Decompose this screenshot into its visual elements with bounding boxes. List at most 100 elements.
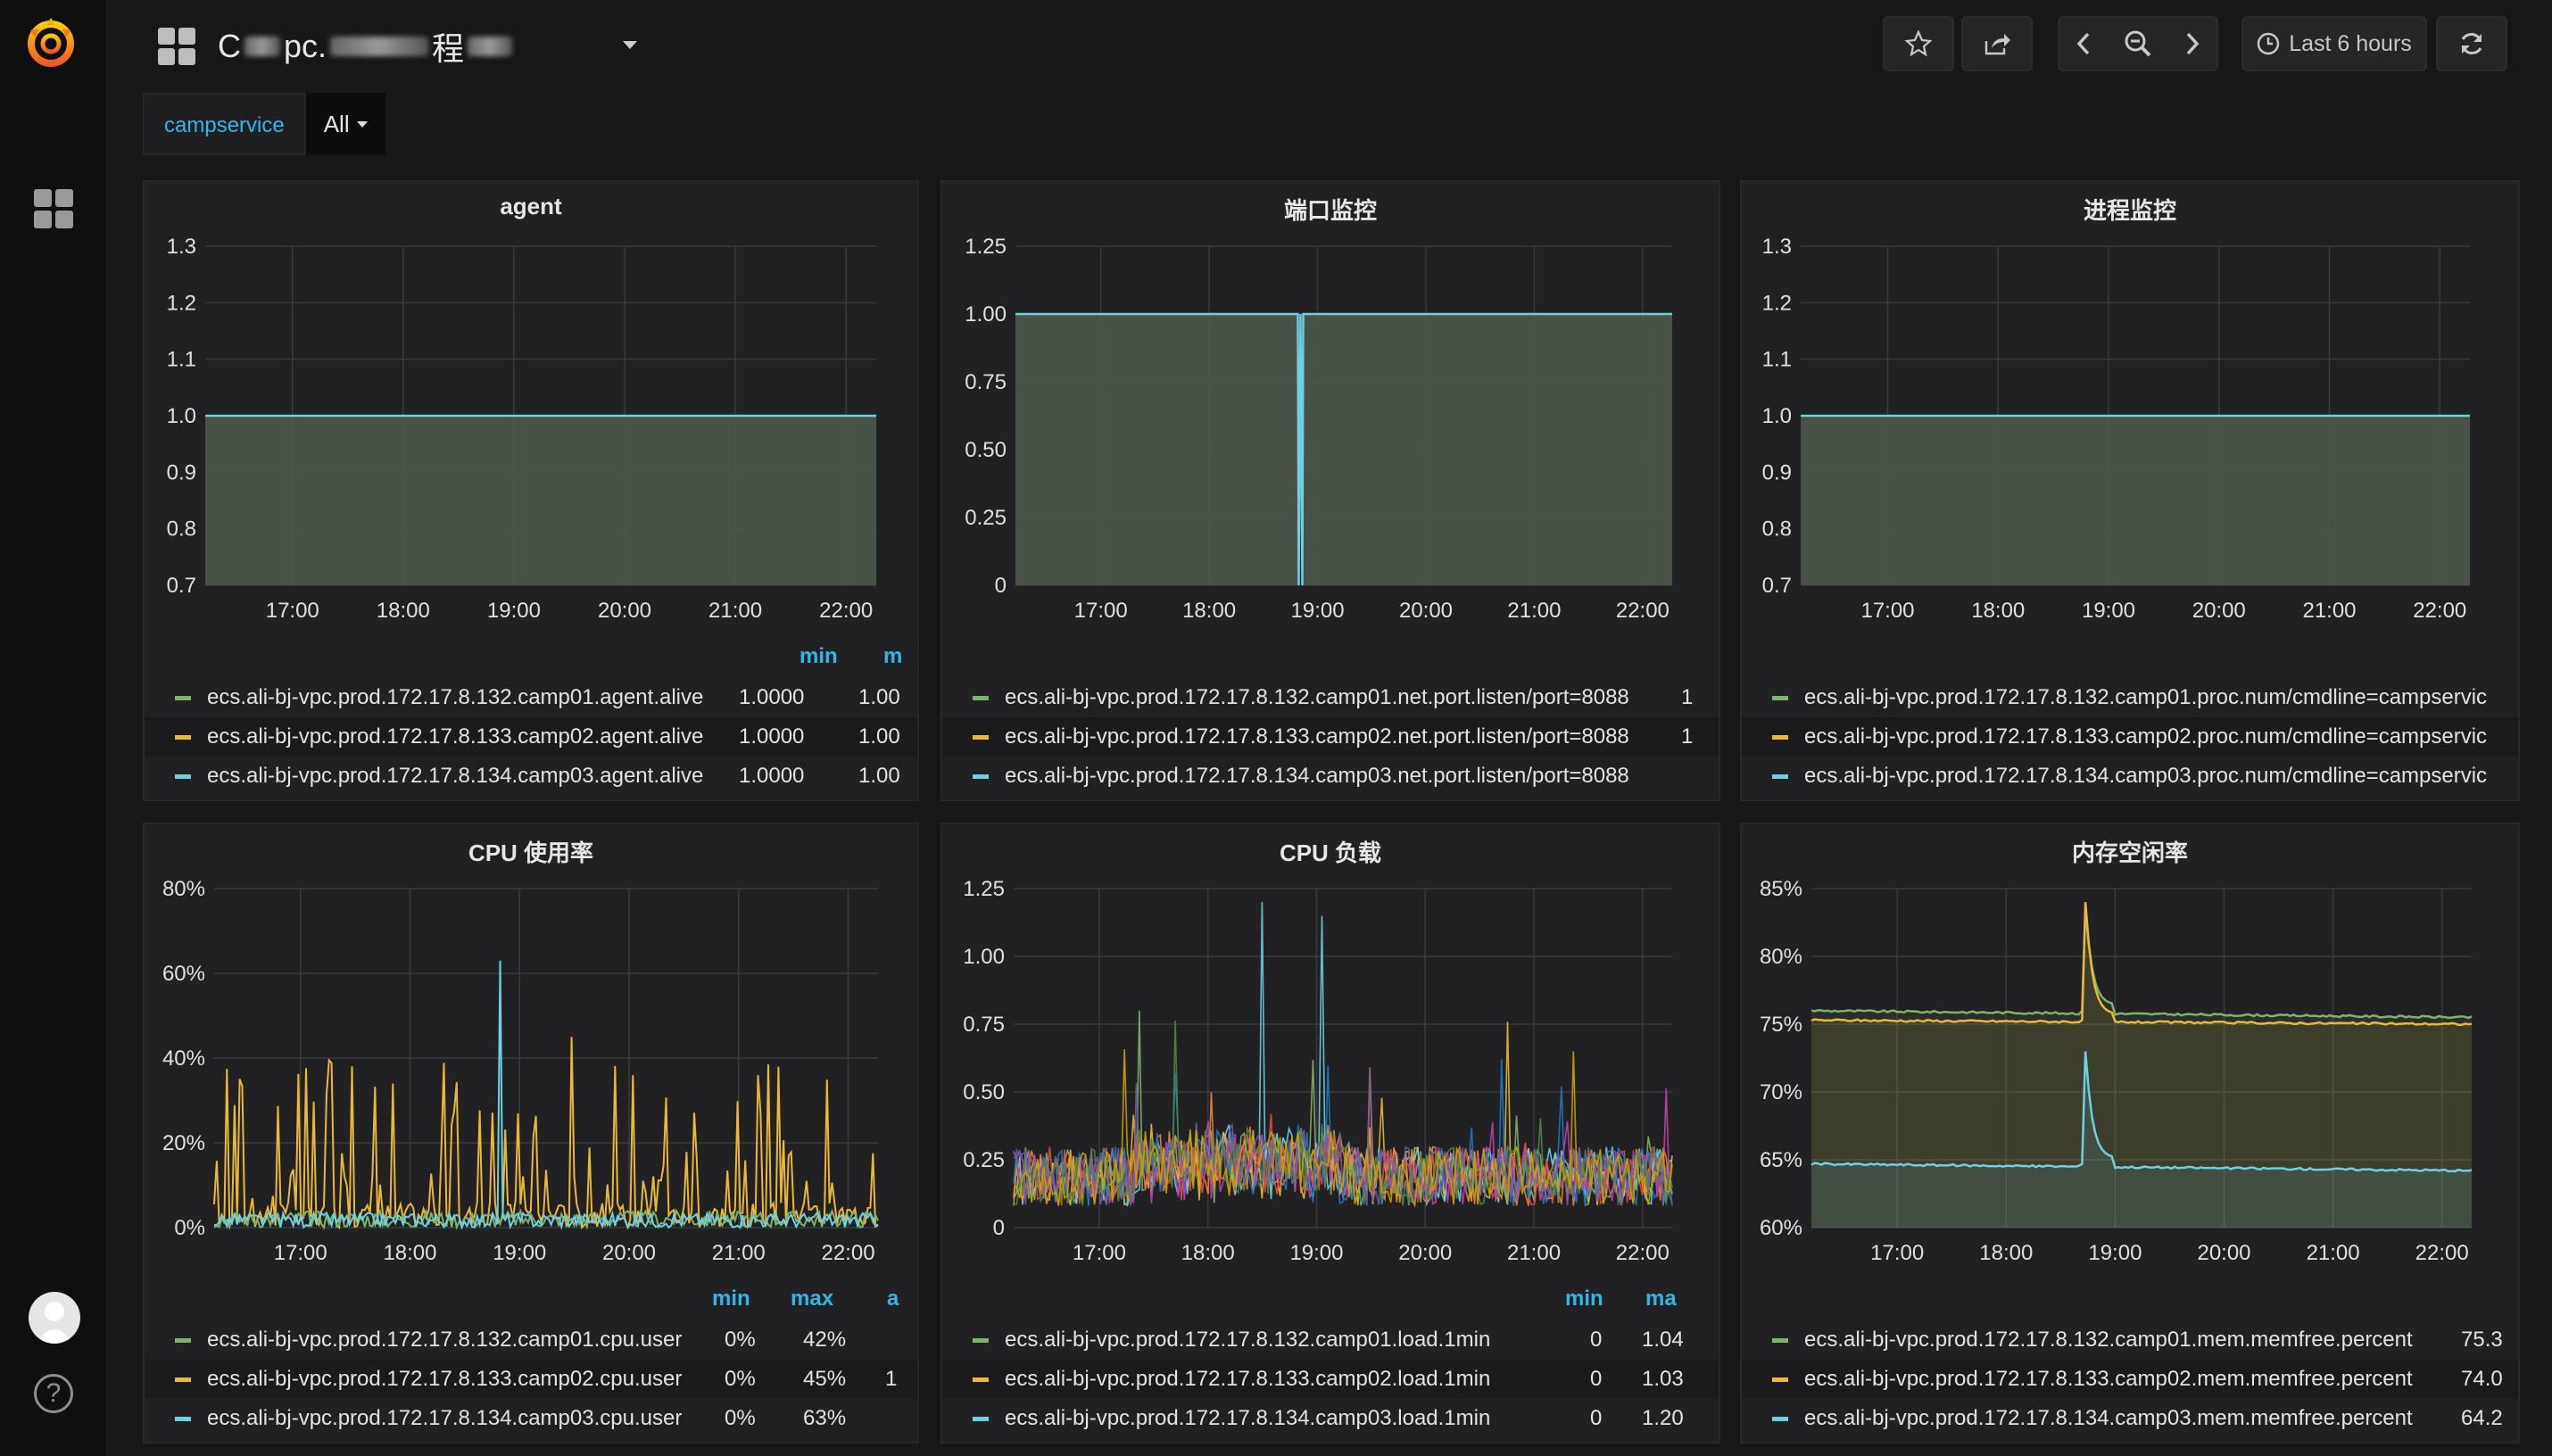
series-name[interactable]: ecs.ali-bj-vpc.prod.172.17.8.133.camp02.…	[1005, 1367, 1491, 1391]
series-name[interactable]: ecs.ali-bj-vpc.prod.172.17.8.132.camp01.…	[1005, 685, 1629, 709]
variable-select[interactable]: All	[305, 93, 385, 155]
user-avatar-icon[interactable]	[29, 1292, 80, 1344]
series-swatch[interactable]	[1772, 774, 1788, 779]
legend-row[interactable]: ecs.ali-bj-vpc.prod.172.17.8.134.camp03.…	[145, 757, 917, 796]
series-swatch[interactable]	[1772, 734, 1788, 740]
series-swatch[interactable]	[973, 1337, 989, 1343]
series-name[interactable]: ecs.ali-bj-vpc.prod.172.17.8.134.camp03.…	[1804, 764, 2488, 788]
time-picker-button[interactable]: Last 6 hours	[2241, 16, 2427, 71]
series-swatch[interactable]	[175, 1416, 191, 1421]
series-name[interactable]: ecs.ali-bj-vpc.prod.172.17.8.132.camp01.…	[1005, 1328, 1491, 1352]
panel-title[interactable]: CPU 负载	[1279, 840, 1382, 866]
legend-row[interactable]: ecs.ali-bj-vpc.prod.172.17.8.134.camp03.…	[942, 1399, 1719, 1438]
series-swatch[interactable]	[175, 1377, 191, 1382]
series-name[interactable]: ecs.ali-bj-vpc.prod.172.17.8.132.camp01.…	[1804, 1328, 2413, 1352]
panel-4[interactable]: CPU 使用率 80% 60% 40% 20% 0% 17:00 18:00 19:00 20:0…	[143, 823, 919, 1444]
legend-row[interactable]: ecs.ali-bj-vpc.prod.172.17.8.132.camp01.…	[145, 678, 917, 717]
panel-2[interactable]: 端口监控 1.25 1.00 0.75 0.50 0.25 0 17:00 18:00 19:00…	[940, 180, 1720, 801]
legend-header[interactable]: max	[791, 1286, 834, 1311]
series-swatch[interactable]	[175, 734, 191, 740]
series-name[interactable]: ecs.ali-bj-vpc.prod.172.17.8.133.camp02.…	[207, 1367, 683, 1391]
legend-header[interactable]: min	[712, 1286, 750, 1311]
series-name[interactable]: ecs.ali-bj-vpc.prod.172.17.8.134.camp03.…	[207, 1406, 683, 1430]
y-tick-label: 60%	[162, 962, 205, 986]
series-name[interactable]: ecs.ali-bj-vpc.prod.172.17.8.133.camp02.…	[1804, 724, 2488, 749]
legend-row[interactable]: ecs.ali-bj-vpc.prod.172.17.8.132.camp01.…	[1742, 1320, 2518, 1360]
series-name[interactable]: ecs.ali-bj-vpc.prod.172.17.8.133.camp02.…	[207, 724, 704, 749]
panel-6[interactable]: 内存空闲率 85% 80% 75% 70% 65% 60% 17:00 18:00 19:00 20…	[1740, 823, 2520, 1444]
y-tick-label: 65%	[1760, 1148, 1802, 1172]
grafana-logo-icon[interactable]	[21, 12, 80, 71]
legend-row[interactable]: ecs.ali-bj-vpc.prod.172.17.8.134.camp03.…	[145, 1399, 917, 1438]
series-name[interactable]: ecs.ali-bj-vpc.prod.172.17.8.132.camp01.…	[207, 685, 704, 709]
legend-row[interactable]: ecs.ali-bj-vpc.prod.172.17.8.134.camp03.…	[1742, 757, 2518, 796]
legend-header[interactable]: m	[883, 644, 903, 668]
help-icon[interactable]: ?	[34, 1374, 73, 1413]
chart[interactable]: 80% 60% 40% 20% 0% 17:00 18:00 19:00 20:00 21:00 2…	[145, 824, 917, 1279]
series-swatch[interactable]	[175, 695, 191, 700]
chevron-left-icon[interactable]	[2075, 30, 2092, 57]
series-name[interactable]: ecs.ali-bj-vpc.prod.172.17.8.134.camp03.…	[1005, 1406, 1491, 1430]
legend-row[interactable]: ecs.ali-bj-vpc.prod.172.17.8.133.camp02.…	[942, 717, 1719, 757]
chart[interactable]: 1.3 1.2 1.1 1.0 0.9 0.8 0.7 17:00 18:00 19:00 20:0…	[1742, 182, 2518, 637]
panel-3[interactable]: 进程监控 1.3 1.2 1.1 1.0 0.9 0.8 0.7 17:00 18:00 19:00…	[1740, 180, 2520, 801]
series-name[interactable]: ecs.ali-bj-vpc.prod.172.17.8.134.camp03.…	[1005, 764, 1629, 788]
legend-row[interactable]: ecs.ali-bj-vpc.prod.172.17.8.133.camp02.…	[145, 717, 917, 757]
series-name[interactable]: ecs.ali-bj-vpc.prod.172.17.8.134.camp03.…	[207, 764, 704, 788]
legend-row[interactable]: ecs.ali-bj-vpc.prod.172.17.8.133.camp02.…	[1742, 717, 2518, 757]
legend-header[interactable]: a	[887, 1286, 899, 1311]
series-swatch[interactable]	[1772, 695, 1788, 700]
series-name[interactable]: ecs.ali-bj-vpc.prod.172.17.8.133.camp02.…	[1804, 1367, 2413, 1391]
series-swatch[interactable]	[175, 774, 191, 779]
legend-row[interactable]: ecs.ali-bj-vpc.prod.172.17.8.132.camp01.…	[942, 1320, 1719, 1360]
series-swatch[interactable]	[973, 734, 989, 740]
panel-5[interactable]: CPU 负载 1.25 1.00 0.75 0.50 0.25 0 17:00 18:00 19:…	[940, 823, 1720, 1444]
legend-row[interactable]: ecs.ali-bj-vpc.prod.172.17.8.133.camp02.…	[145, 1360, 917, 1399]
panel-title[interactable]: 进程监控	[2083, 197, 2176, 224]
legend-row[interactable]: ecs.ali-bj-vpc.prod.172.17.8.134.camp03.…	[1742, 1399, 2518, 1438]
legend-header[interactable]: ma	[1645, 1286, 1677, 1311]
dashboards-grid-icon[interactable]	[32, 187, 75, 230]
chart[interactable]: 1.3 1.2 1.1 1.0 0.9 0.8 0.7 17:00 18:00 19:00 20:0…	[145, 182, 917, 637]
panel-title[interactable]: agent	[500, 193, 562, 219]
series-swatch[interactable]	[973, 1377, 989, 1382]
series-name[interactable]: ecs.ali-bj-vpc.prod.172.17.8.134.camp03.…	[1804, 1406, 2413, 1430]
star-button[interactable]	[1883, 16, 1954, 71]
legend-row[interactable]: ecs.ali-bj-vpc.prod.172.17.8.133.camp02.…	[942, 1360, 1719, 1399]
series-swatch[interactable]	[1772, 1377, 1788, 1382]
series-swatch[interactable]	[973, 695, 989, 700]
panel-title[interactable]: CPU 使用率	[468, 840, 594, 866]
series-swatch[interactable]	[973, 1416, 989, 1421]
dashboard-title[interactable]: C pc. 程	[218, 23, 513, 70]
legend-row[interactable]: ecs.ali-bj-vpc.prod.172.17.8.132.camp01.…	[1742, 678, 2518, 717]
zoom-out-icon[interactable]	[2124, 29, 2152, 58]
panel-1[interactable]: agent 1.3 1.2 1.1 1.0 0.9 0.8 0.7 17:00 18:00 19:0…	[143, 180, 919, 801]
series-name[interactable]: ecs.ali-bj-vpc.prod.172.17.8.132.camp01.…	[1804, 685, 2488, 709]
legend-header[interactable]: min	[1565, 1286, 1603, 1311]
legend-value: 1.04	[1642, 1328, 1684, 1352]
panel-title[interactable]: 端口监控	[1283, 197, 1377, 224]
series-swatch[interactable]	[973, 774, 989, 779]
series-swatch[interactable]	[1772, 1337, 1788, 1343]
series-swatch[interactable]	[175, 1337, 191, 1343]
chevron-down-icon[interactable]	[623, 41, 637, 49]
legend-row[interactable]: ecs.ali-bj-vpc.prod.172.17.8.132.camp01.…	[942, 678, 1719, 717]
panel-title[interactable]: 内存空闲率	[2071, 840, 2188, 866]
legend-row[interactable]: ecs.ali-bj-vpc.prod.172.17.8.133.camp02.…	[1742, 1360, 2518, 1399]
chart[interactable]: 1.25 1.00 0.75 0.50 0.25 0 17:00 18:00 19:00 20:0…	[942, 824, 1719, 1279]
legend-row[interactable]: ecs.ali-bj-vpc.prod.172.17.8.134.camp03.…	[942, 757, 1719, 796]
series-name[interactable]: ecs.ali-bj-vpc.prod.172.17.8.132.camp01.…	[207, 1328, 683, 1352]
dashboard-grid-icon[interactable]	[157, 27, 196, 66]
legend-row[interactable]: ecs.ali-bj-vpc.prod.172.17.8.132.camp01.…	[145, 1320, 917, 1360]
chart[interactable]: 85% 80% 75% 70% 65% 60% 17:00 18:00 19:00 20:00 21…	[1742, 824, 2518, 1279]
chart[interactable]: 1.25 1.00 0.75 0.50 0.25 0 17:00 18:00 19:00 20:0…	[942, 182, 1719, 637]
y-tick-label: 0.7	[1762, 574, 1792, 598]
y-tick-label: 0.25	[963, 1148, 1005, 1172]
legend-value: 1	[1681, 685, 1694, 709]
refresh-button[interactable]	[2436, 16, 2507, 71]
chevron-right-icon[interactable]	[2183, 30, 2201, 57]
legend-header[interactable]: min	[800, 644, 838, 668]
share-button[interactable]	[1961, 16, 2033, 71]
series-name[interactable]: ecs.ali-bj-vpc.prod.172.17.8.133.camp02.…	[1005, 724, 1629, 749]
series-swatch[interactable]	[1772, 1416, 1788, 1421]
